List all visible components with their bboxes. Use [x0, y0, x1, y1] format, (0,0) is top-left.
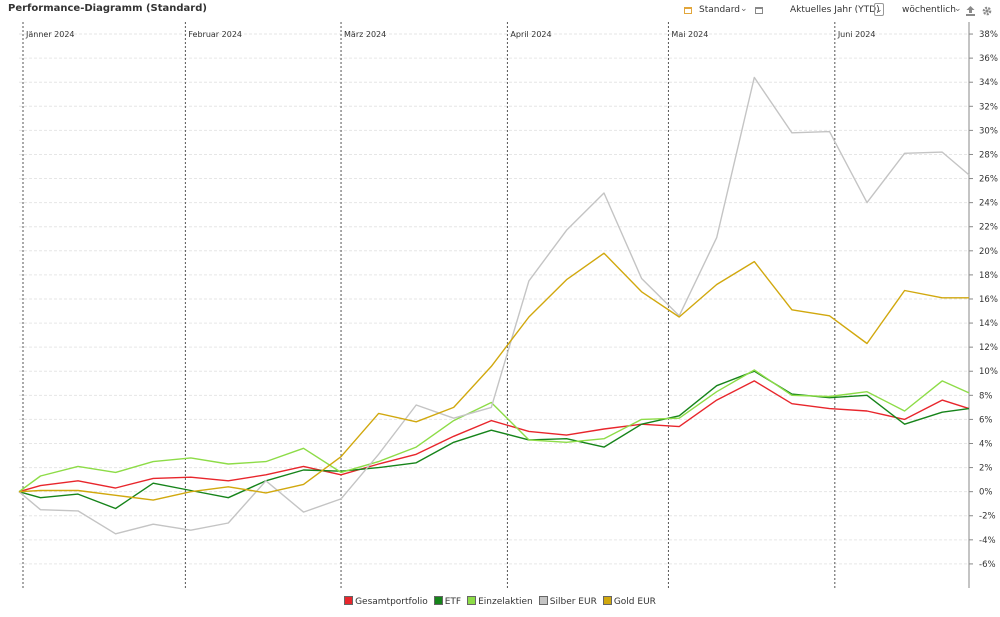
page-title: Performance-Diagramm (Standard)	[8, 3, 207, 14]
legend-label: ETF	[444, 597, 462, 607]
y-tick-label: 36%	[979, 54, 998, 64]
chevron-down-icon[interactable]: ⌄	[954, 4, 962, 14]
month-label: Februar 2024	[188, 30, 242, 39]
y-tick-label: 22%	[979, 223, 998, 233]
y-tick-label: 8%	[979, 391, 993, 401]
chevron-down-icon[interactable]: ⌄	[740, 4, 748, 14]
period-select[interactable]: Aktuelles Jahr (YTD)	[790, 5, 880, 15]
y-tick-label: 26%	[979, 175, 998, 185]
month-label: Juni 2024	[837, 30, 876, 39]
month-label: März 2024	[344, 30, 386, 39]
series-line-gesamtportfolio[interactable]	[18, 380, 970, 493]
month-label: Jänner 2024	[25, 30, 75, 39]
y-tick-label: 32%	[979, 102, 998, 112]
series-line-gold-eur[interactable]	[18, 252, 969, 501]
legend-label: Gold EUR	[613, 597, 656, 607]
legend-swatch	[538, 596, 548, 605]
y-tick-label: 14%	[979, 319, 998, 329]
y-tick-label: 12%	[979, 343, 998, 353]
y-tick-label: 20%	[979, 247, 998, 257]
month-label: Mai 2024	[671, 30, 708, 39]
month-label: April 2024	[510, 30, 551, 39]
legend-swatch	[433, 596, 443, 605]
legend-item[interactable]: Gold EUR	[602, 596, 656, 607]
y-tick-label: 4%	[979, 439, 993, 449]
y-tick-label: -4%	[979, 536, 996, 546]
series-line-einzelaktien[interactable]	[18, 369, 970, 493]
legend-item[interactable]: Gesamtportfolio	[344, 596, 428, 607]
y-tick-label: 24%	[979, 199, 998, 209]
legend-label: Silber EUR	[549, 597, 597, 607]
upload-icon[interactable]	[966, 6, 975, 16]
chevron-down-icon[interactable]: ⌄	[874, 3, 884, 16]
y-tick-label: 30%	[979, 126, 998, 136]
legend-item[interactable]: Silber EUR	[538, 596, 597, 607]
y-tick-label: -6%	[979, 560, 996, 570]
series-line-etf[interactable]	[18, 370, 970, 510]
y-tick-label: 0%	[979, 488, 993, 498]
calendar-icon[interactable]	[755, 7, 763, 14]
y-tick-label: 34%	[979, 78, 998, 88]
calendar-icon	[684, 7, 692, 14]
chart-toolbar: Performance-Diagramm (Standard) Standard…	[0, 0, 1000, 22]
y-tick-label: 38%	[979, 30, 998, 40]
chart-legend: Gesamtportfolio ETF Einzelaktien Silber EUR…	[0, 596, 1000, 607]
legend-item[interactable]: ETF	[433, 596, 462, 607]
legend-label: Gesamtportfolio	[355, 597, 428, 607]
legend-swatch	[467, 596, 477, 605]
y-tick-label: 2%	[979, 464, 993, 474]
y-tick-label: 10%	[979, 367, 998, 377]
y-tick-label: 6%	[979, 415, 993, 425]
legend-label: Einzelaktien	[478, 597, 533, 607]
interval-select[interactable]: wöchentlich	[902, 5, 956, 15]
y-tick-label: -2%	[979, 512, 996, 522]
y-tick-label: 28%	[979, 150, 998, 160]
y-tick-label: 18%	[979, 271, 998, 281]
series-line-silber-eur[interactable]	[18, 76, 970, 535]
legend-swatch	[344, 596, 354, 605]
gear-icon[interactable]	[982, 6, 992, 16]
legend-swatch	[602, 596, 612, 605]
y-tick-label: 16%	[979, 295, 998, 305]
view-select[interactable]: Standard	[699, 5, 740, 15]
legend-item[interactable]: Einzelaktien	[467, 596, 533, 607]
